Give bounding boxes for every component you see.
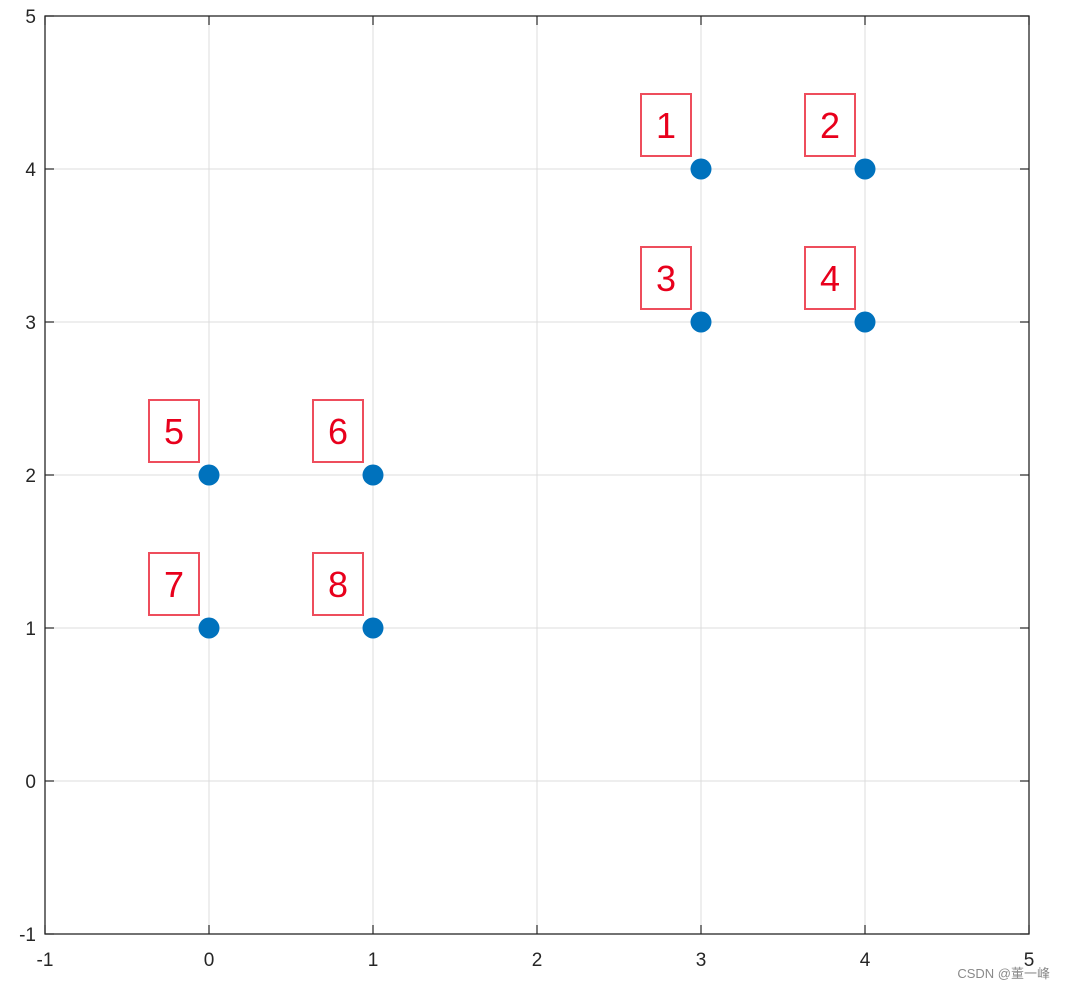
y-tick-label: 3 <box>25 313 36 334</box>
point-label: 5 <box>164 411 184 452</box>
point-labels: 1 2 3 4 5 6 7 8 <box>148 93 856 616</box>
x-tick-label: 0 <box>204 950 215 971</box>
point-label: 4 <box>820 258 840 299</box>
data-point <box>854 158 876 180</box>
point-label: 2 <box>820 105 840 146</box>
y-tick-label: 2 <box>25 466 36 487</box>
x-tick-label: 2 <box>532 950 543 971</box>
data-point <box>362 617 384 639</box>
data-point <box>854 311 876 333</box>
tick-labels: -1 0 1 2 3 4 5 -1 0 1 2 3 4 5 <box>19 7 1034 971</box>
y-tick-label: 5 <box>25 7 36 28</box>
y-tick-label: -1 <box>19 925 36 946</box>
data-point <box>362 464 384 486</box>
grid-lines <box>45 16 1029 934</box>
x-tick-label: 5 <box>1024 950 1035 971</box>
point-label: 7 <box>164 564 184 605</box>
y-tick-label: 1 <box>25 619 36 640</box>
point-label-box <box>640 246 692 310</box>
point-label-box <box>804 246 856 310</box>
data-point <box>690 158 712 180</box>
point-label: 1 <box>656 105 676 146</box>
x-tick-label: -1 <box>37 950 54 971</box>
x-tick-label: 3 <box>696 950 707 971</box>
point-label-box <box>148 399 200 463</box>
x-tick-label: 1 <box>368 950 379 971</box>
point-label-box <box>148 552 200 616</box>
data-point <box>198 617 220 639</box>
axes <box>44 15 1030 935</box>
y-tick-label: 4 <box>25 160 36 181</box>
point-label-box <box>312 399 364 463</box>
x-tick-label: 4 <box>860 950 871 971</box>
point-label: 3 <box>656 258 676 299</box>
point-label-box <box>312 552 364 616</box>
point-label-box <box>804 93 856 157</box>
watermark: CSDN @董一峰 <box>957 966 1050 981</box>
point-label: 6 <box>328 411 348 452</box>
data-point <box>198 464 220 486</box>
point-label-box <box>640 93 692 157</box>
data-points <box>198 158 876 639</box>
data-point <box>690 311 712 333</box>
point-label: 8 <box>328 564 348 605</box>
y-tick-label: 0 <box>25 772 36 793</box>
